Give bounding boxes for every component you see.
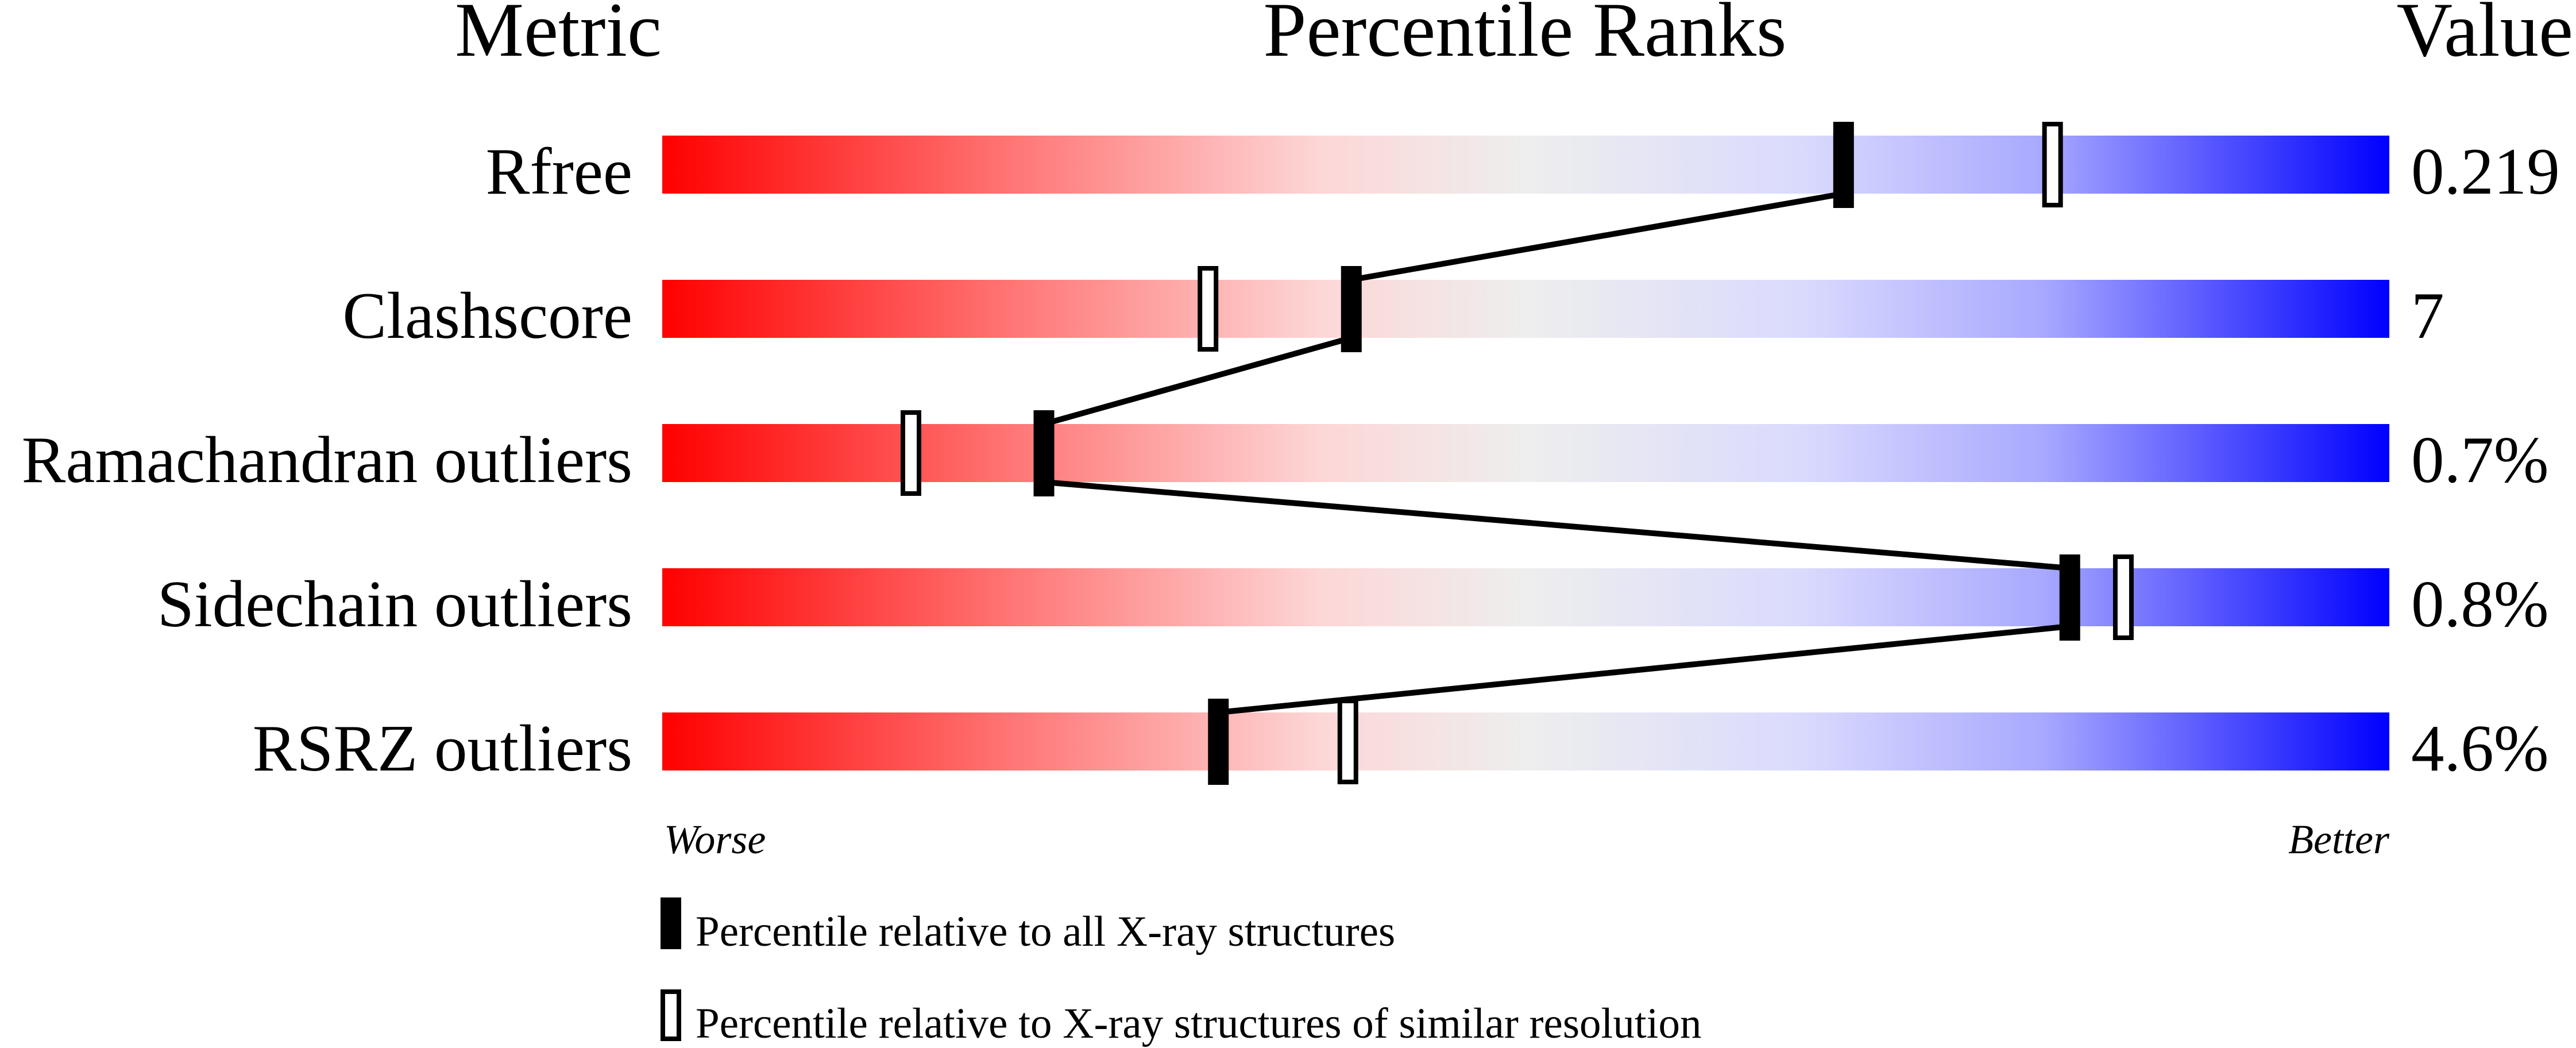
legend-filled-marker (661, 897, 681, 949)
metric-label: Sidechain outliers (157, 568, 632, 641)
metric-value: 0.7% (2411, 423, 2549, 496)
connector-line (1043, 335, 1353, 427)
metric-label: Ramachandran outliers (22, 423, 632, 496)
header-value: Value (2397, 0, 2573, 73)
percentile-bar (662, 424, 2389, 482)
header-metric: Metric (455, 0, 662, 73)
metric-value: 0.219 (2411, 135, 2560, 208)
percentile-bar (662, 136, 2389, 194)
all-structures-marker (1208, 699, 1229, 785)
connector-line (1218, 623, 2071, 715)
similar-resolution-marker (1198, 266, 1219, 352)
similar-resolution-marker (2042, 122, 2063, 207)
all-structures-marker (1833, 122, 1854, 208)
worse-label: Worse (664, 816, 766, 862)
metric-label: RSRZ outliers (253, 712, 632, 785)
all-structures-marker (1341, 266, 1362, 352)
similar-resolution-marker (2112, 554, 2134, 640)
all-structures-marker (2059, 554, 2080, 641)
metric-value: 4.6% (2411, 712, 2549, 785)
metric-value: 7 (2411, 279, 2444, 352)
all-structures-marker (1033, 410, 1055, 496)
better-label: Better (2288, 816, 2390, 862)
percentile-bar (662, 712, 2389, 770)
legend-filled-label: Percentile relative to all X-ray structu… (696, 908, 1395, 955)
percentile-bar (662, 280, 2389, 338)
similar-resolution-marker (1337, 699, 1358, 784)
similar-resolution-marker (901, 410, 922, 496)
metric-label: Rfree (486, 135, 632, 208)
percentile-bar (662, 568, 2389, 626)
metric-value: 0.8% (2411, 568, 2549, 641)
connector-line (1044, 479, 2071, 571)
connector-line (1350, 191, 1844, 283)
metric-label: Clashscore (342, 279, 632, 352)
header-percentile-ranks: Percentile Ranks (1264, 0, 1787, 73)
legend-open-label: Percentile relative to X-ray structures … (696, 1000, 1702, 1047)
legend-open-marker (661, 989, 681, 1041)
